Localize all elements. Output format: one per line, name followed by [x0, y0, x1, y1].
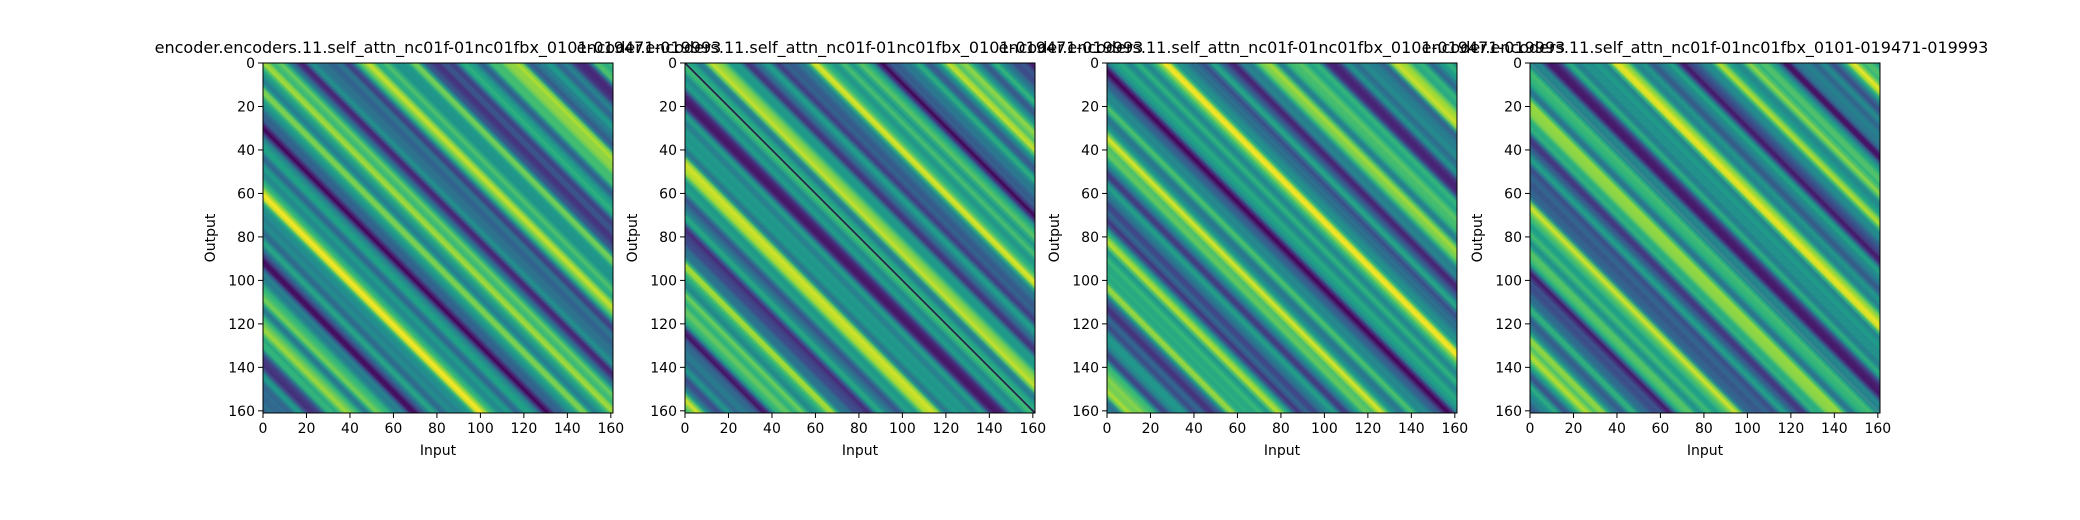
x-tick-label: 80 [850, 421, 868, 437]
x-tick-label: 0 [1526, 421, 1535, 437]
x-tick-label: 20 [1142, 421, 1160, 437]
x-tick-label: 120 [1778, 421, 1805, 437]
x-axis-label: Input [1687, 443, 1724, 459]
chart-title: encoder.encoders.11.self_attn_nc01f-01nc… [999, 38, 1566, 58]
heatmap-panel-3: 0 20 40 60 80 100 120 140 1600204060801001201401… [999, 38, 1566, 459]
axes-frame [1529, 62, 1881, 414]
y-tick-label: 40 [1081, 143, 1099, 159]
heatmap-panel-4: 0 20 40 60 80 100 120 140 1600204060801001201401… [1422, 38, 1989, 459]
x-tick-label: 20 [720, 421, 738, 437]
x-tick-label: 140 [554, 421, 581, 437]
y-tick-label: 140 [650, 360, 677, 376]
y-tick-label: 20 [1081, 99, 1099, 115]
y-tick-label: 140 [228, 360, 255, 376]
x-tick-label: 160 [1441, 421, 1468, 437]
y-tick-label: 20 [659, 99, 677, 115]
x-tick-label: 60 [1652, 421, 1670, 437]
axes-frame [684, 62, 1036, 414]
y-tick-label: 80 [659, 230, 677, 246]
x-tick-label: 120 [511, 421, 538, 437]
y-tick-label: 60 [1081, 186, 1099, 202]
y-tick-label: 160 [1072, 404, 1099, 420]
y-tick-label: 120 [228, 317, 255, 333]
y-tick-label: 0 [668, 56, 677, 72]
x-axis-label: Input [1264, 443, 1301, 459]
y-tick-label: 100 [1072, 273, 1099, 289]
y-axis-label: Output [1047, 213, 1063, 262]
y-tick-label: 20 [1504, 99, 1522, 115]
x-tick-label: 120 [1355, 421, 1382, 437]
x-tick-label: 100 [1311, 421, 1338, 437]
x-tick-label: 120 [933, 421, 960, 437]
x-tick-label: 160 [597, 421, 624, 437]
x-tick-label: 140 [976, 421, 1003, 437]
y-tick-label: 100 [228, 273, 255, 289]
x-tick-label: 100 [889, 421, 916, 437]
y-tick-label: 40 [659, 143, 677, 159]
y-tick-label: 60 [659, 186, 677, 202]
chart-title: encoder.encoders.11.self_attn_nc01f-01nc… [1422, 38, 1989, 58]
x-tick-label: 80 [1695, 421, 1713, 437]
heatmap-image [263, 63, 613, 413]
y-tick-label: 60 [1504, 186, 1522, 202]
x-tick-label: 0 [681, 421, 690, 437]
heatmap-image [1107, 63, 1457, 413]
x-tick-label: 100 [1734, 421, 1761, 437]
y-tick-label: 100 [650, 273, 677, 289]
main-diagonal-line [1529, 62, 1881, 414]
x-tick-label: 140 [1398, 421, 1425, 437]
y-tick-label: 0 [1090, 56, 1099, 72]
x-tick-label: 40 [1185, 421, 1203, 437]
x-tick-label: 20 [298, 421, 316, 437]
y-tick-label: 80 [237, 230, 255, 246]
axes-frame [1106, 62, 1458, 414]
y-tick-label: 0 [1513, 56, 1522, 72]
y-tick-label: 100 [1495, 273, 1522, 289]
x-tick-label: 40 [341, 421, 359, 437]
x-tick-label: 40 [1608, 421, 1626, 437]
y-tick-label: 80 [1081, 230, 1099, 246]
y-tick-label: 120 [1495, 317, 1522, 333]
axes-frame [262, 62, 614, 414]
heatmap-panel-2: 0 20 40 60 80 100 120 140 1600204060801001201401… [577, 38, 1144, 459]
y-tick-label: 80 [1504, 230, 1522, 246]
y-tick-label: 140 [1072, 360, 1099, 376]
chart-title: encoder.encoders.11.self_attn_nc01f-01nc… [577, 38, 1144, 58]
x-tick-label: 20 [1565, 421, 1583, 437]
y-tick-label: 20 [237, 99, 255, 115]
x-tick-label: 160 [1864, 421, 1891, 437]
x-tick-label: 80 [1272, 421, 1290, 437]
chart-title: encoder.encoders.11.self_attn_nc01f-01nc… [155, 38, 722, 58]
main-diagonal-line [684, 62, 1036, 414]
y-tick-label: 160 [228, 404, 255, 420]
y-tick-label: 40 [237, 143, 255, 159]
x-tick-label: 60 [385, 421, 403, 437]
y-tick-label: 120 [1072, 317, 1099, 333]
y-axis-label: Output [203, 213, 219, 262]
y-tick-label: 160 [1495, 404, 1522, 420]
y-tick-label: 140 [1495, 360, 1522, 376]
x-tick-label: 60 [1229, 421, 1247, 437]
heatmap-panel-1: 0 20 40 60 80 100 120 140 1600204060801001201401… [155, 38, 722, 459]
x-tick-label: 160 [1019, 421, 1046, 437]
x-axis-label: Input [842, 443, 879, 459]
y-tick-label: 0 [246, 56, 255, 72]
x-tick-label: 0 [1103, 421, 1112, 437]
y-axis-label: Output [1470, 213, 1486, 262]
y-tick-label: 120 [650, 317, 677, 333]
x-tick-label: 140 [1821, 421, 1848, 437]
x-tick-label: 0 [259, 421, 268, 437]
x-axis-label: Input [420, 443, 457, 459]
x-tick-label: 40 [763, 421, 781, 437]
y-tick-label: 160 [650, 404, 677, 420]
x-tick-label: 100 [467, 421, 494, 437]
x-tick-label: 60 [807, 421, 825, 437]
x-tick-label: 80 [428, 421, 446, 437]
y-tick-label: 40 [1504, 143, 1522, 159]
y-tick-label: 60 [237, 186, 255, 202]
y-axis-label: Output [625, 213, 641, 262]
